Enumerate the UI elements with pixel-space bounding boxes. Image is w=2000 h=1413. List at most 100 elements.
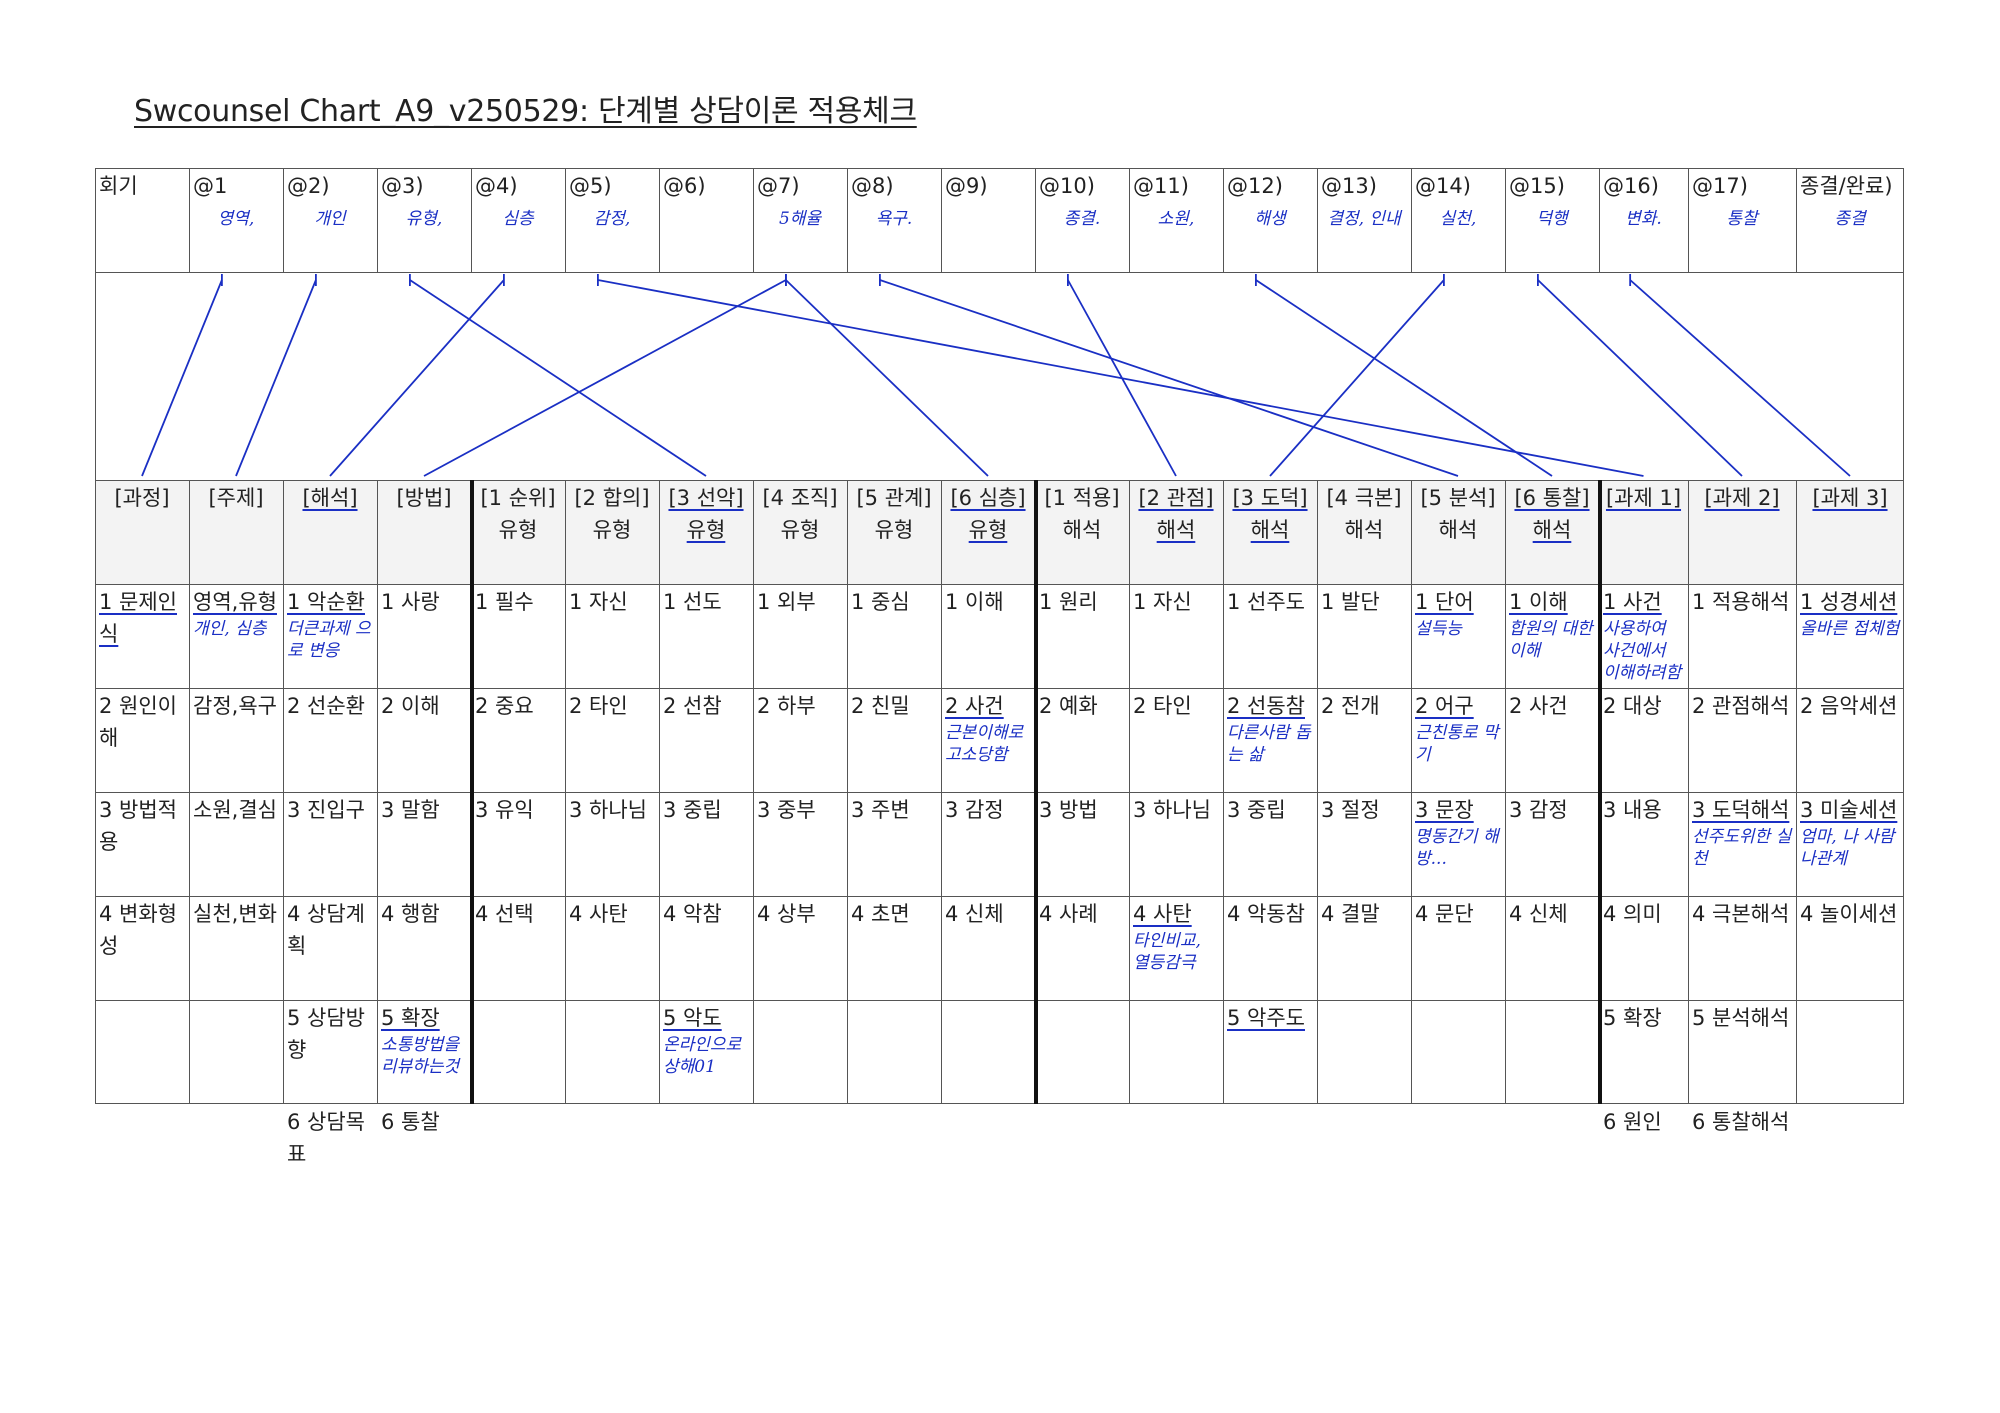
grid-line: [283, 168, 284, 272]
handwritten-note: 합원의 대한 이해: [1509, 619, 1593, 661]
cell-value: 4 악참: [663, 902, 722, 926]
table-cell: 2 선순환: [283, 688, 377, 792]
table-cell: 4 극본해석: [1688, 896, 1796, 1000]
cell-value: 3 중립: [1227, 798, 1286, 822]
table-cell: 2 음악세션: [1796, 688, 1904, 792]
session-note: 유형,: [405, 209, 443, 229]
cell-value: 6 상담목표: [287, 1110, 365, 1166]
grid-line: [1505, 168, 1506, 272]
link-line: [235, 279, 317, 477]
cell-value: 3 진입구: [287, 798, 365, 822]
grid-line: [659, 480, 660, 1104]
cell-value: 2 관점해석: [1692, 694, 1790, 718]
table-cell: 2 하부: [753, 688, 847, 792]
cell-value: 2 중요: [475, 694, 534, 718]
column-header: [주제]: [189, 480, 283, 584]
handwritten-note: 근본이해로 고소당함: [945, 723, 1024, 765]
grid-line: [1598, 480, 1602, 1104]
column-header-text: [방법]: [396, 486, 452, 510]
session-note: 해생: [1254, 209, 1286, 229]
grid-line: [1223, 480, 1224, 1104]
table-cell: 6 통찰해석: [1688, 1104, 1796, 1140]
cell-value: 4 변화형성: [99, 902, 177, 958]
table-cell: 3 하나님: [565, 792, 659, 896]
table-cell: 5 악도 온라인으로 상해01: [659, 1000, 753, 1104]
session-label: @5): [569, 174, 612, 198]
column-header-text: [주제]: [208, 486, 264, 510]
column-header-text: 해석: [1062, 518, 1102, 542]
grid-line: [471, 168, 472, 272]
session-note: 감정,: [593, 209, 631, 229]
table-cell: 3 진입구: [283, 792, 377, 896]
session-note: 심층: [502, 209, 534, 229]
table-cell: 2 관점해석: [1688, 688, 1796, 792]
cell-value: 3 방법적용: [99, 798, 177, 854]
table-cell: 1 성경세션 올바른 접체험: [1796, 584, 1904, 688]
handwritten-note: 다른사람 돕는 삶: [1227, 723, 1311, 765]
table-cell: 1 문제인식: [95, 584, 189, 688]
grid-line: [1317, 168, 1318, 272]
cell-value: 3 중립: [663, 798, 722, 822]
cell-value: 영역,유형: [193, 590, 277, 614]
handwritten-note: 타인비교, 열등감극: [1133, 931, 1201, 973]
handwritten-note: 온라인으로 상해01: [663, 1035, 742, 1077]
table-cell: 4 선택: [471, 896, 565, 1000]
table-cell: 2 친밀: [847, 688, 941, 792]
column-header-text: 유형: [968, 518, 1008, 542]
table-cell: 1 선도: [659, 584, 753, 688]
link-line: [409, 279, 707, 477]
handwritten-note: 사용하여 사건에서 이해하려함: [1603, 619, 1682, 683]
link-line: [329, 279, 505, 477]
cell-value: 3 말함: [381, 798, 440, 822]
cell-value: 3 내용: [1603, 798, 1662, 822]
session-cell: @7) 5해율: [753, 168, 847, 272]
grid-line: [941, 480, 942, 1104]
table-cell: [941, 1104, 1035, 1108]
session-cell: @12) 해생: [1223, 168, 1317, 272]
session-cell: @15) 덕행: [1505, 168, 1599, 272]
table-cell: 1 외부: [753, 584, 847, 688]
table-cell: 1 선주도: [1223, 584, 1317, 688]
session-note: 영역,: [217, 209, 255, 229]
cell-value: 1 성경세션: [1800, 590, 1898, 614]
table-cell: 5 확장 소통방법을 리뷰하는것: [377, 1000, 471, 1104]
session-note: 통찰: [1726, 209, 1758, 229]
column-header: [4 극본] 해석: [1317, 480, 1411, 584]
table-cell: 3 절정: [1317, 792, 1411, 896]
cell-value: 4 신체: [945, 902, 1004, 926]
cell-value: 3 절정: [1321, 798, 1380, 822]
session-cell: @16) 변화.: [1599, 168, 1688, 272]
table-cell: 4 놀이세션: [1796, 896, 1904, 1000]
grid-line: [753, 480, 754, 1104]
grid-line: [95, 792, 1904, 793]
cell-value: 1 원리: [1039, 590, 1098, 614]
table-cell: 1 이해 합원의 대한 이해: [1505, 584, 1599, 688]
grid-line: [95, 688, 1904, 689]
session-note: 개인: [314, 209, 346, 229]
column-header: [6 심층] 유형: [941, 480, 1035, 584]
cell-value: 1 사건: [1603, 590, 1662, 614]
column-header: [4 조직] 유형: [753, 480, 847, 584]
handwritten-note: 엄마, 나 사람나관계: [1800, 827, 1895, 869]
table-cell: [189, 1104, 283, 1108]
link-line: [879, 279, 1459, 477]
cell-value: 5 상담방향: [287, 1006, 365, 1062]
cell-value: 1 선도: [663, 590, 722, 614]
cell-value: 2 타인: [569, 694, 628, 718]
cell-value: 1 문제인식: [99, 590, 177, 646]
grid-line: [847, 480, 848, 1104]
column-header-text: 해석: [1438, 518, 1478, 542]
session-label: @6): [663, 174, 706, 198]
cell-value: 2 사건: [945, 694, 1004, 718]
grid-line: [95, 272, 1904, 273]
table-cell: 1 단어 설득능: [1411, 584, 1505, 688]
cell-value: 5 악주도: [1227, 1006, 1305, 1030]
session-label: @9): [945, 174, 988, 198]
table-cell: 3 하나님: [1129, 792, 1223, 896]
table-cell: 감정,욕구: [189, 688, 283, 792]
session-note: 종결: [1834, 209, 1866, 229]
session-label: @7): [757, 174, 800, 198]
session-label: @11): [1133, 174, 1189, 198]
column-header-text: [3 도덕]: [1232, 486, 1308, 510]
